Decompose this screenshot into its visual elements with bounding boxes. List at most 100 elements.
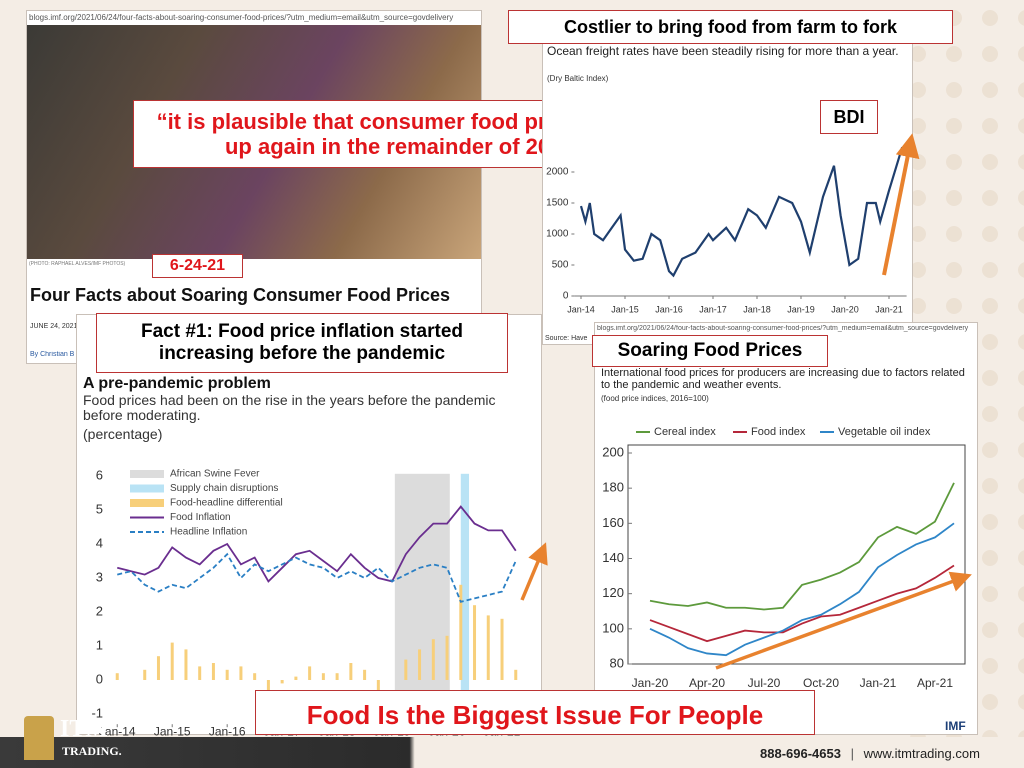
bar — [184, 649, 188, 680]
bottom-callout: Food Is the Biggest Issue For People — [255, 690, 815, 735]
bdi-unit: (Dry Baltic Index) — [547, 74, 609, 83]
pandemic-title: A pre-pandemic problem — [83, 375, 271, 392]
y-tick-label: 200 — [602, 444, 624, 459]
bar — [514, 669, 518, 680]
legend-label: Food index — [751, 426, 806, 438]
y-tick-label: 160 — [602, 515, 624, 530]
bar — [349, 663, 353, 680]
article-title: Four Facts about Soaring Consumer Food P… — [30, 285, 451, 305]
bar — [459, 584, 463, 680]
legend-label: Food Inflation — [170, 512, 231, 523]
x-tick-label: Oct-20 — [803, 676, 839, 690]
y-tick-label: 120 — [602, 585, 624, 600]
bar — [170, 642, 174, 680]
bar — [308, 666, 312, 680]
x-tick-label: Jan-18 — [743, 304, 771, 314]
bar — [431, 639, 435, 680]
legend-label: Supply chain disruptions — [170, 483, 278, 494]
legend-label: Headline Inflation — [170, 527, 247, 538]
arrow — [520, 542, 548, 601]
imf-logo: IMF — [945, 719, 966, 733]
series-line — [117, 505, 517, 583]
y-tick-label: 2000 — [546, 167, 569, 178]
arrow — [882, 133, 920, 276]
x-tick-label: Jan-14 — [99, 724, 136, 738]
bar — [294, 676, 298, 680]
article-url: blogs.imf.org/2021/06/24/four-facts-abou… — [29, 13, 454, 22]
soaring-subtitle: International food prices for producers … — [601, 367, 965, 392]
soaring-panel: blogs.imf.org/2021/06/24/four-facts-abou… — [594, 322, 978, 735]
legend-label: African Swine Fever — [170, 469, 260, 480]
series-line — [649, 482, 955, 611]
bar — [211, 663, 215, 680]
bar — [473, 605, 477, 680]
bar — [253, 673, 257, 680]
shaded-period — [394, 473, 450, 713]
logo-mark — [24, 716, 54, 760]
bdi-panel: Ocean freight rates have been steadily r… — [542, 30, 913, 345]
series-line — [649, 564, 955, 643]
website: www.itmtrading.com — [863, 746, 980, 761]
fact-callout: Fact #1: Food price inflation started in… — [96, 313, 508, 373]
soaring-unit: (food price indices, 2016=100) — [601, 394, 709, 403]
bar — [404, 659, 408, 680]
x-tick-label: Jan-20 — [632, 676, 669, 690]
bar — [321, 673, 325, 680]
logo-text: ITM — [60, 716, 108, 742]
bar — [486, 615, 490, 680]
contact: 888-696-4653 | www.itmtrading.com — [760, 746, 980, 761]
y-tick-label: 180 — [602, 480, 624, 495]
legend-swatch — [130, 499, 164, 507]
bar — [363, 669, 367, 680]
y-tick-label: 500 — [552, 260, 569, 271]
y-tick-label: 6 — [96, 467, 103, 482]
x-tick-label: Jul-20 — [748, 676, 781, 690]
y-tick-label: 4 — [96, 535, 103, 550]
date-callout: 6-24-21 — [152, 254, 243, 278]
y-tick-label: 80 — [610, 655, 624, 670]
legend-swatch — [130, 484, 164, 493]
pandemic-subtitle: Food prices had been on the rise in the … — [83, 392, 496, 424]
x-tick-label: Apr-21 — [917, 676, 953, 690]
bar — [225, 669, 229, 680]
article-date: JUNE 24, 2021 — [30, 323, 78, 330]
bar — [239, 666, 243, 680]
bar — [115, 673, 119, 680]
bar — [418, 649, 422, 680]
y-tick-label: 2 — [96, 603, 103, 618]
y-tick-label: 0 — [563, 291, 569, 302]
bdi-source: Source: Have — [545, 335, 588, 342]
bar — [280, 680, 284, 684]
x-tick-label: Jan-21 — [875, 304, 903, 314]
x-tick-label: Jan-15 — [611, 304, 639, 314]
bar — [266, 680, 270, 691]
y-tick-label: 0 — [96, 671, 103, 686]
y-tick-label: 1000 — [546, 229, 569, 240]
x-tick-label: Jan-15 — [154, 724, 191, 738]
x-tick-label: Jan-20 — [831, 304, 859, 314]
bar — [198, 666, 202, 680]
bar — [143, 669, 147, 680]
bar — [445, 635, 449, 680]
bar — [335, 673, 339, 680]
freight-callout: Costlier to bring food from farm to fork — [508, 10, 953, 44]
phone: 888-696-4653 — [760, 746, 841, 761]
plot-frame — [627, 444, 966, 665]
y-tick-label: -1 — [91, 705, 103, 720]
y-tick-label: 140 — [602, 550, 624, 565]
soaring-url: blogs.imf.org/2021/06/24/four-facts-abou… — [597, 325, 969, 332]
soaring-callout: Soaring Food Prices — [592, 335, 828, 367]
legend-swatch — [130, 470, 164, 478]
shaded-period — [460, 473, 470, 713]
bar — [500, 618, 504, 680]
y-tick-label: 1500 — [546, 198, 569, 209]
y-tick-label: 100 — [602, 620, 624, 635]
x-tick-label: Jan-16 — [209, 724, 246, 738]
arrow — [715, 571, 972, 670]
pandemic-unit: (percentage) — [83, 426, 163, 442]
